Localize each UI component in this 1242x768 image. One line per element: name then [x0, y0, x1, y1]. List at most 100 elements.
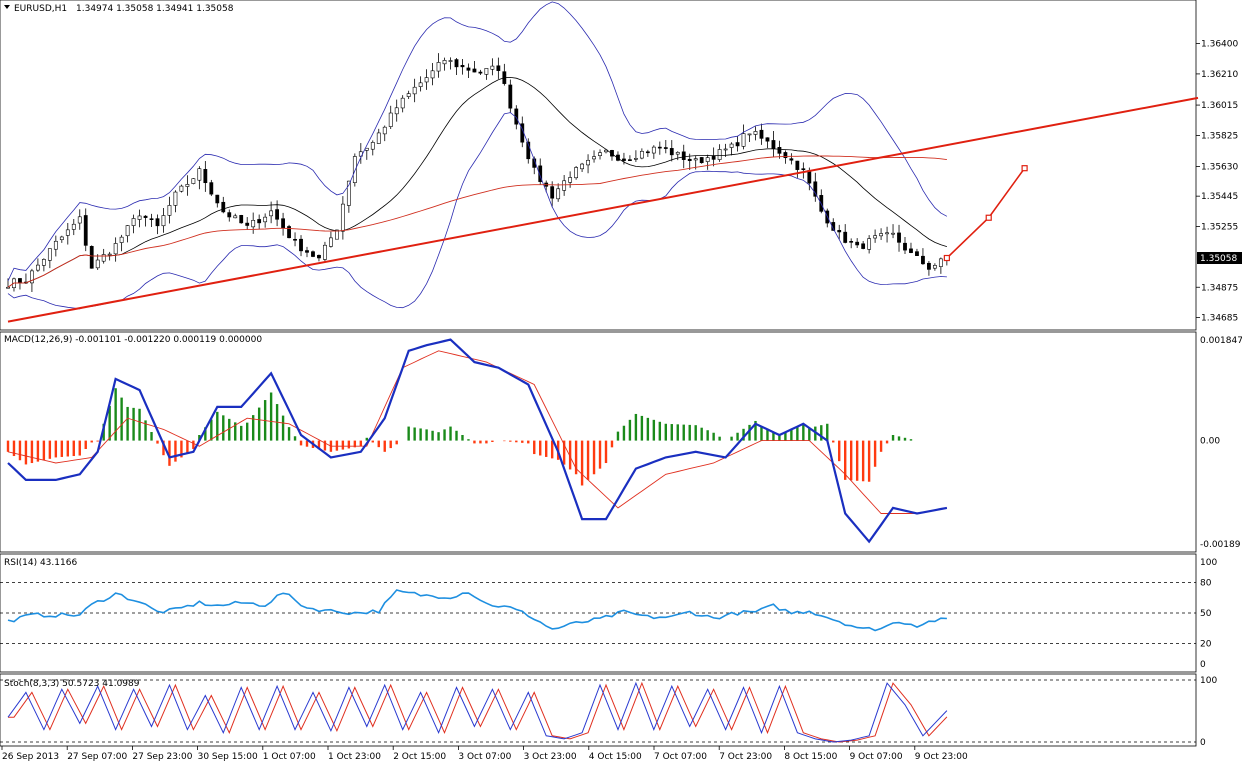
candle-body: [813, 181, 818, 197]
candle-body: [849, 241, 854, 243]
candle-body: [921, 255, 925, 265]
candle-body: [311, 251, 315, 257]
candle-body: [53, 240, 58, 250]
candle-body: [137, 215, 142, 220]
candle-body: [305, 250, 309, 253]
bollinger-lower-line: [7, 112, 947, 310]
panel-borders: [0, 0, 1197, 747]
dropdown-triangle-icon[interactable]: [4, 5, 10, 9]
candle-body: [47, 248, 52, 261]
price-axis: 1.36400 1.36210 1.36015 1.35825 1.35630 1.354…: [1196, 40, 1242, 324]
candle-body: [801, 168, 806, 170]
price-tick-label: 1.36015: [1201, 101, 1238, 111]
candle-body: [711, 155, 716, 160]
candle-body: [927, 262, 931, 270]
candle-body: [729, 143, 734, 148]
candle-body: [855, 241, 860, 246]
candle-body: [759, 129, 764, 139]
rsi-tick-label: 0: [1200, 660, 1206, 670]
candle-body: [478, 71, 483, 74]
candle-body: [400, 97, 405, 109]
candle-body: [406, 93, 411, 97]
candle-body: [663, 147, 668, 149]
macd-signal-line: [7, 350, 947, 514]
candle-body: [550, 186, 555, 199]
candle-body: [227, 212, 232, 218]
time-tick-label: 3 Oct 07:00: [458, 752, 511, 762]
candle-body: [705, 157, 710, 162]
macd-tick-label: 0.00: [1200, 437, 1220, 447]
candle-body: [556, 188, 561, 200]
candle-body: [598, 152, 602, 157]
candle-body: [783, 152, 788, 159]
projection-point: [943, 254, 950, 262]
candle-body: [789, 158, 794, 161]
candle-body: [873, 235, 878, 239]
rsi-tick-label: 100: [1200, 558, 1217, 568]
candle-body: [885, 232, 889, 235]
rsi-label: RSI(14) 43.1166: [4, 558, 77, 568]
rsi-axis: 100 80 50 20 0: [1200, 558, 1217, 670]
candle-body: [675, 152, 680, 155]
rsi-tick-label: 20: [1200, 640, 1212, 650]
candle-body: [897, 232, 901, 243]
rsi-tick-label: 50: [1200, 609, 1212, 619]
price-tick-label: 1.35630: [1201, 163, 1238, 173]
candle-body: [329, 237, 333, 247]
candle-body: [735, 142, 740, 147]
candle-body: [275, 209, 280, 220]
candle-body: [233, 215, 238, 219]
candle-body: [831, 222, 836, 231]
stoch-axis: 100 0: [1200, 676, 1217, 748]
candle-body: [622, 158, 626, 161]
candle-body: [669, 148, 674, 156]
candle-body: [747, 133, 752, 136]
candle-body: [323, 244, 327, 260]
candle-body: [119, 236, 124, 243]
time-tick-label: 9 Oct 23:00: [915, 752, 968, 762]
candle-body: [346, 180, 351, 206]
candle-body: [173, 191, 178, 206]
candle-body: [633, 158, 638, 160]
candle-body: [586, 159, 590, 166]
candle-body: [448, 60, 453, 62]
candle-body: [657, 146, 662, 149]
time-tick-label: 26 Sep 2013: [2, 752, 59, 762]
candle-body: [723, 148, 728, 151]
candle-body: [837, 230, 842, 233]
candle-body: [867, 238, 872, 250]
candle-body: [352, 156, 357, 183]
candle-body: [538, 165, 543, 182]
candle-body: [651, 146, 656, 154]
candle-body: [508, 84, 513, 109]
candle-body: [687, 158, 692, 161]
candle-body: [388, 112, 393, 127]
candle-body: [430, 70, 435, 79]
candle-body: [340, 203, 345, 232]
candle-body: [35, 264, 40, 271]
stoch-panel: [0, 679, 1196, 743]
bollinger-middle-line: [7, 76, 948, 288]
candle-body: [77, 216, 82, 224]
candle-body: [107, 253, 112, 256]
candle-body: [915, 251, 919, 256]
stoch-tick-label: 100: [1200, 676, 1217, 686]
candle-body: [30, 270, 34, 284]
candle-body: [639, 150, 644, 159]
candle-body: [610, 150, 614, 157]
time-tick-label: 9 Oct 07:00: [850, 752, 903, 762]
candle-body: [699, 157, 704, 164]
candle-body: [418, 82, 423, 87]
macd-main-line: [7, 338, 948, 544]
time-tick-label: 4 Oct 15:00: [589, 752, 642, 762]
price-tick-label: 1.34875: [1201, 283, 1238, 293]
macd-tick-label: 0.001847: [1200, 336, 1242, 346]
candle-body: [460, 65, 465, 68]
price-tick-label: 1.35255: [1201, 223, 1238, 233]
candle-body: [496, 65, 501, 71]
candle-body: [592, 156, 596, 160]
candle-body: [562, 180, 567, 191]
candle-body: [484, 68, 489, 75]
candle-body: [777, 147, 782, 154]
